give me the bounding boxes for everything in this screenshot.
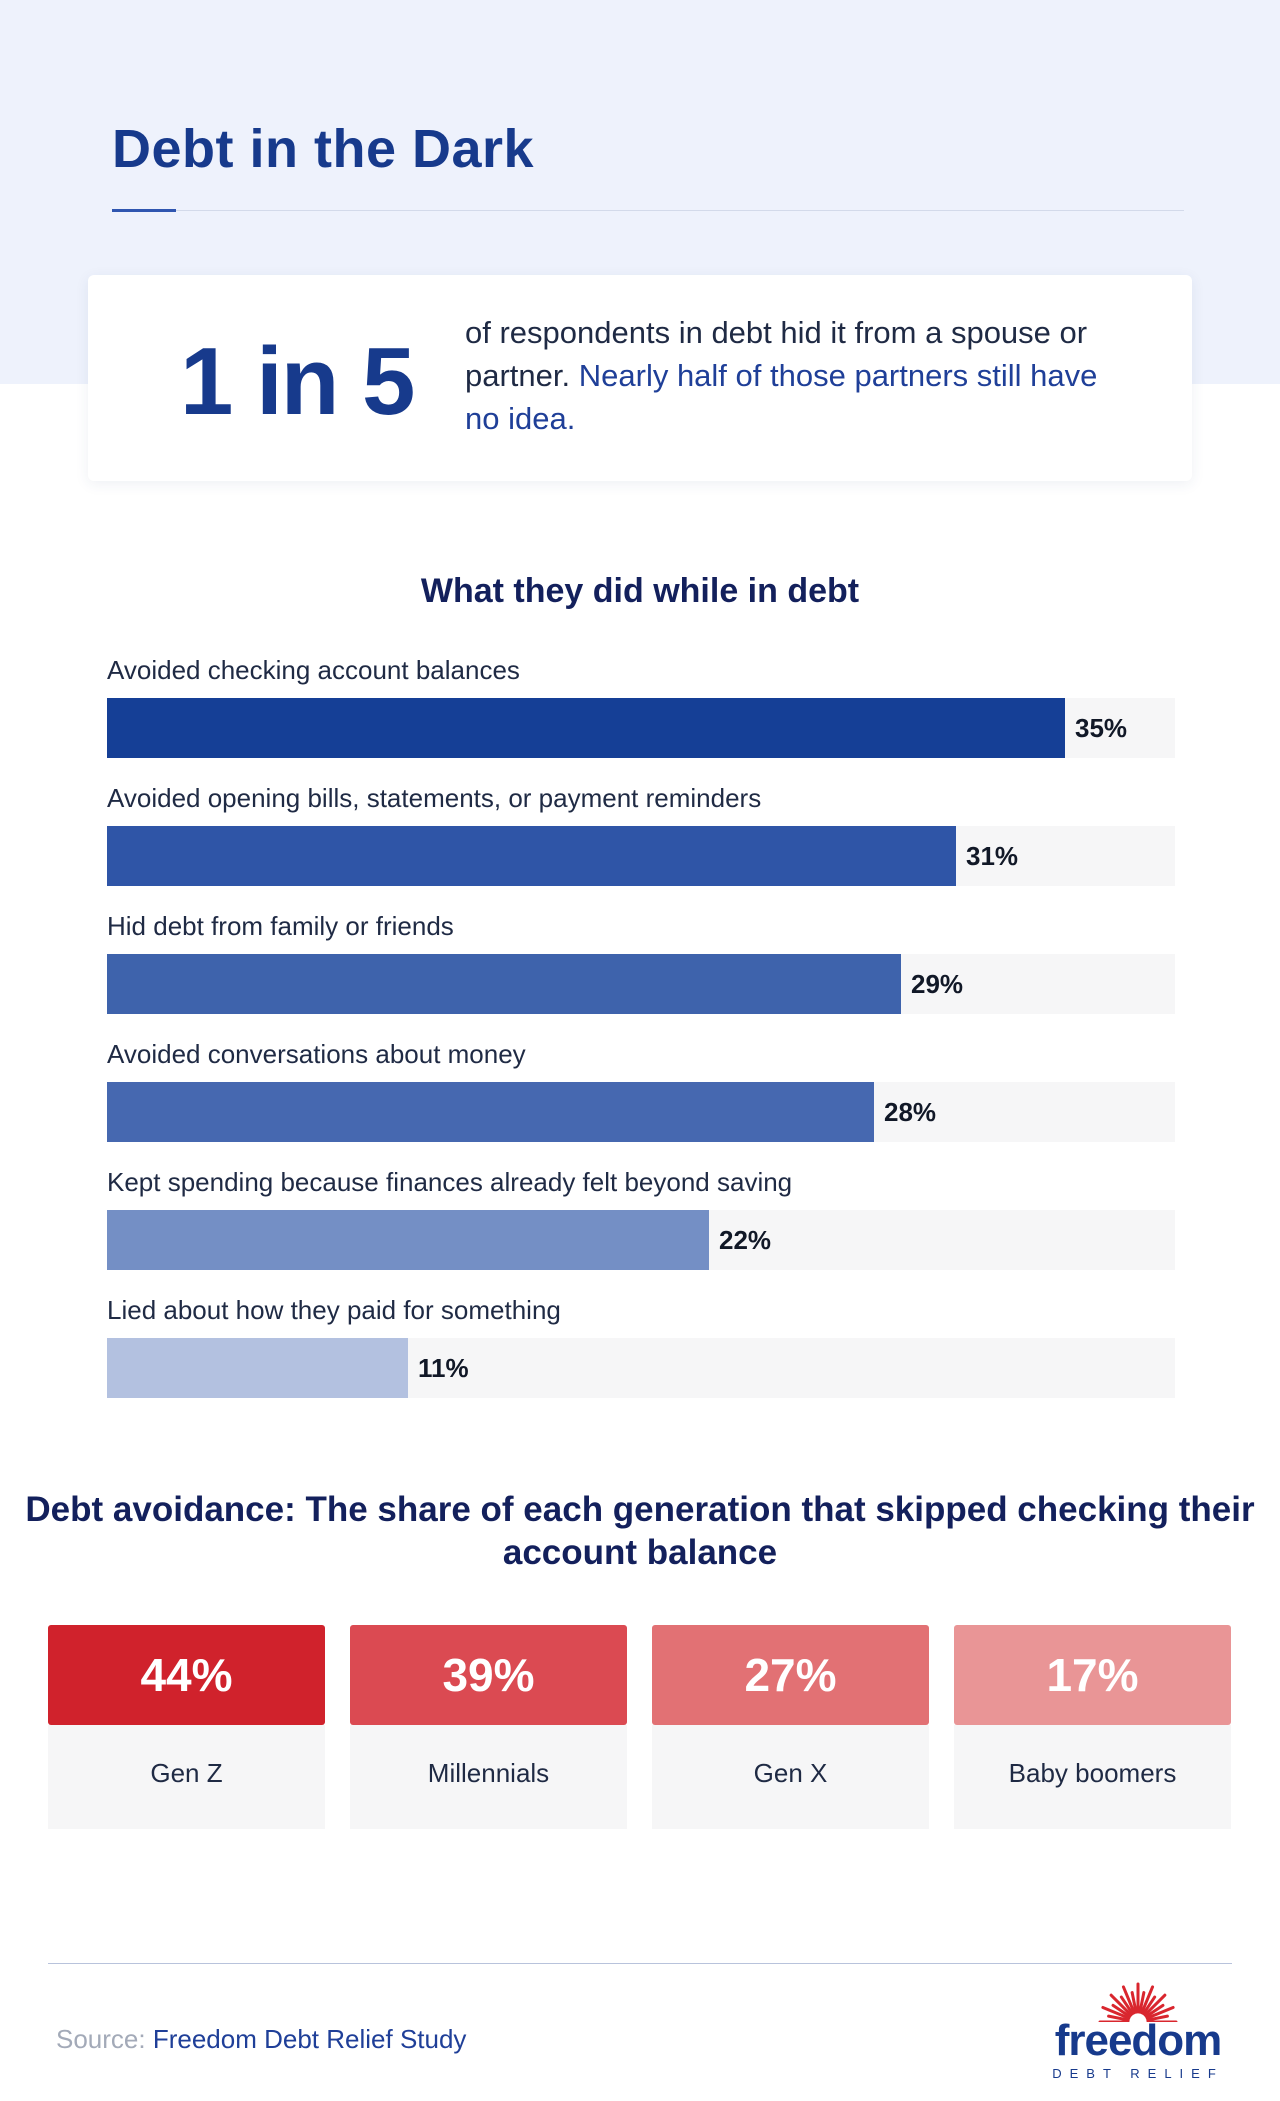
- sunray: [1107, 2014, 1130, 2022]
- sunray: [1119, 1995, 1134, 2016]
- stat-description: of respondents in debt hid it from a spo…: [465, 311, 1105, 440]
- sunray: [1111, 2003, 1132, 2018]
- bar-value-label: 29%: [911, 969, 964, 999]
- source-line: Source: Freedom Debt Relief Study: [56, 2024, 466, 2055]
- generation-value: 17%: [954, 1625, 1231, 1725]
- generation-chart-title: Debt avoidance: The share of each genera…: [25, 1490, 1255, 1572]
- bar: [107, 1082, 874, 1142]
- stat-card: 1 in 5 of respondents in debt hid it fro…: [88, 275, 1192, 481]
- sunray: [1121, 1985, 1136, 2015]
- stat-figure: 1 in 5: [180, 328, 415, 435]
- generation-label: Gen Z: [48, 1725, 325, 1829]
- generation-value: 44%: [48, 1625, 325, 1725]
- bar-chart-title: What they did while in debt: [420, 572, 860, 610]
- title-divider-accent: [112, 209, 176, 212]
- logo-subtitle: DEBT RELIEF: [1052, 2066, 1224, 2081]
- bar: [107, 826, 956, 886]
- generation-card: 27% Gen X: [652, 1625, 929, 1829]
- generation-card: 17% Baby boomers: [954, 1625, 1231, 1829]
- generation-value: 27%: [652, 1625, 929, 1725]
- generation-card: 44% Gen Z: [48, 1625, 325, 1829]
- bar-track: 35%: [107, 698, 1175, 758]
- bar-label: Hid debt from family or friends: [107, 911, 454, 941]
- bar-track: 28%: [107, 1082, 1175, 1142]
- bar-label: Avoided conversations about money: [107, 1039, 526, 1069]
- bar-value-label: 11%: [418, 1353, 469, 1383]
- sunray: [1143, 1993, 1167, 2017]
- sunray: [1138, 1991, 1146, 2014]
- sunray: [1140, 1985, 1155, 2015]
- bar-track: 22%: [107, 1210, 1175, 1270]
- sunray: [1146, 2014, 1169, 2022]
- generation-label: Gen X: [652, 1725, 929, 1829]
- sunburst-icon: [1098, 1982, 1178, 2022]
- stat-highlight: Nearly half of those partners still have…: [465, 358, 1098, 436]
- generation-label: Baby boomers: [954, 1725, 1231, 1829]
- bar-label: Avoided checking account balances: [107, 655, 520, 685]
- bar: [107, 698, 1065, 758]
- bar-track: 29%: [107, 954, 1175, 1014]
- sunray: [1130, 1991, 1138, 2014]
- source-value: Freedom Debt Relief Study: [152, 2024, 467, 2054]
- bar-track: 11%: [107, 1338, 1175, 1398]
- logo-wordmark: freedom: [1054, 2016, 1223, 2065]
- generation-card: 39% Millennials: [350, 1625, 627, 1829]
- bar-value-label: 22%: [719, 1225, 772, 1255]
- footer-divider: [48, 1963, 1232, 1964]
- bar-label: Kept spending because finances already f…: [107, 1167, 793, 1197]
- title-divider: [112, 210, 1184, 211]
- bar-value-label: 35%: [1075, 713, 1128, 743]
- bar: [107, 1338, 408, 1398]
- freedom-logo: freedom DEBT RELIEF: [1042, 1978, 1234, 2081]
- sunray: [1142, 1995, 1157, 2016]
- generation-label: Millennials: [350, 1725, 627, 1829]
- sunray: [1109, 1993, 1133, 2017]
- sunray: [1145, 2005, 1175, 2020]
- source-label: Source:: [56, 2024, 146, 2054]
- bar-track: 31%: [107, 826, 1175, 886]
- page-title: Debt in the Dark: [112, 119, 535, 179]
- stat-text: of respondents in debt hid it from a spo…: [465, 315, 1088, 393]
- bar-value-label: 31%: [966, 841, 1019, 871]
- bar-label: Lied about how they paid for something: [107, 1295, 561, 1325]
- sunray: [1144, 2003, 1165, 2018]
- generation-value: 39%: [350, 1625, 627, 1725]
- bar-label: Avoided opening bills, statements, or pa…: [107, 783, 762, 813]
- bar: [107, 954, 901, 1014]
- bar: [107, 1210, 709, 1270]
- sunray: [1101, 2005, 1131, 2020]
- bar-value-label: 28%: [884, 1097, 937, 1127]
